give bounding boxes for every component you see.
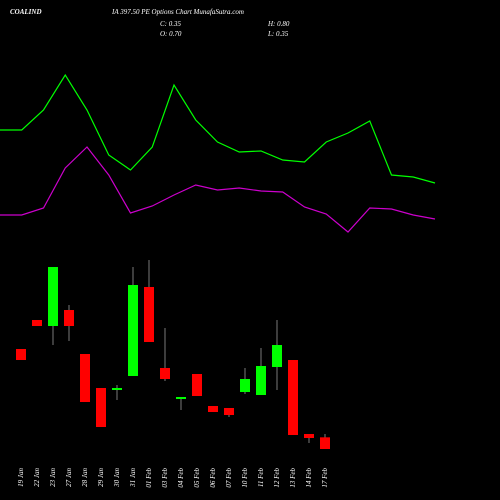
x-tick-label: 12 Feb	[273, 468, 281, 488]
candle-body	[240, 379, 250, 393]
candle-body	[64, 310, 74, 327]
x-tick-label: 31 Jan	[129, 468, 137, 488]
candle-body	[176, 397, 186, 400]
x-tick-label: 13 Feb	[289, 468, 297, 488]
candle-body	[32, 320, 42, 327]
candle-body	[256, 366, 266, 396]
indicator-line	[0, 73, 436, 184]
x-tick-label: 22 Jan	[33, 468, 41, 487]
candle-body	[272, 345, 282, 368]
x-tick-label: 28 Jan	[81, 468, 89, 487]
ohlc-close: C: 0.35	[160, 20, 182, 28]
x-tick-label: 05 Feb	[193, 468, 201, 488]
candle-body	[160, 368, 170, 380]
x-tick-label: 03 Feb	[161, 468, 169, 488]
chart-title: COALIND	[10, 8, 42, 16]
candle-body	[80, 354, 90, 403]
x-tick-label: 17 Feb	[321, 468, 329, 488]
x-tick-label: 14 Feb	[305, 468, 313, 488]
x-tick-label: 19 Jan	[17, 468, 25, 487]
ohlc-high: H: 0.80	[267, 20, 290, 28]
x-tick-label: 11 Feb	[257, 468, 265, 488]
x-tick-label: 27 Jan	[65, 468, 73, 487]
candle-body	[96, 388, 106, 428]
candle-body	[112, 388, 122, 391]
candle-body	[288, 360, 298, 436]
x-tick-label: 23 Jan	[49, 468, 57, 487]
candle-body	[224, 408, 234, 416]
candle-body	[192, 374, 202, 397]
x-tick-label: 01 Feb	[145, 468, 153, 488]
x-tick-label: 04 Feb	[177, 468, 185, 488]
candle-body	[144, 287, 154, 343]
candle-body	[128, 285, 138, 377]
ohlc-open: O: 0.70	[160, 30, 182, 38]
ohlc-low: L: 0.35	[267, 30, 289, 38]
x-tick-label: 29 Jan	[97, 468, 105, 487]
candle-body	[320, 437, 330, 450]
indicator-line	[0, 146, 436, 233]
x-tick-label: 10 Feb	[241, 468, 249, 488]
chart-subtitle: IA 397.50 PE Options Chart MunafaSutra.c…	[111, 8, 244, 16]
x-tick-label: 06 Feb	[209, 468, 217, 488]
candle-body	[208, 406, 218, 413]
candle-body	[304, 434, 314, 439]
x-tick-label: 30 Jan	[113, 468, 121, 488]
candle-body	[16, 349, 26, 361]
candle-body	[48, 267, 58, 327]
x-tick-label: 07 Feb	[225, 468, 233, 488]
